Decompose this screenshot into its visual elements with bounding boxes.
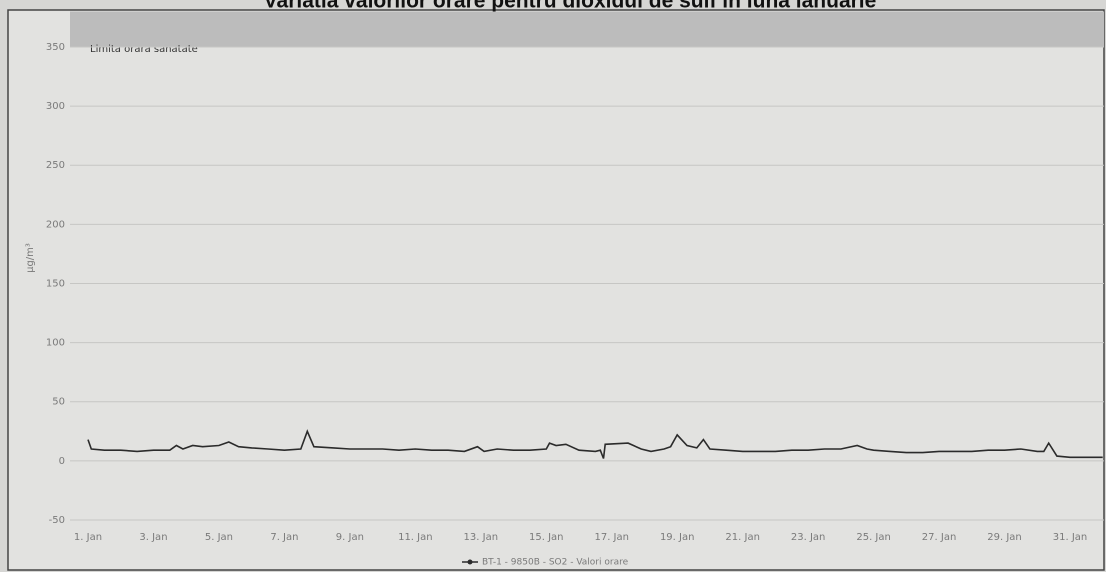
series-line <box>87 429 1103 459</box>
x-tick-label: 29. Jan <box>987 532 1022 543</box>
x-tick-label: 5. Jan <box>205 532 233 543</box>
y-axis-label: µg/m³ <box>25 243 36 273</box>
chart-frame <box>7 9 1105 571</box>
x-tick-label: 9. Jan <box>336 532 364 543</box>
x-tick-label: 13. Jan <box>464 532 499 543</box>
plot-band-label: Limita orara sanatate <box>90 44 198 55</box>
y-tick-label: 350 <box>46 42 65 53</box>
y-tick-label: 100 <box>46 338 65 349</box>
y-tick-label: 0 <box>59 456 65 467</box>
chart-title: Variatia valorilor orare pentru dioxidul… <box>264 0 877 13</box>
x-tick-label: 27. Jan <box>922 532 957 543</box>
y-tick-label: 150 <box>46 278 65 289</box>
x-tick-label: 11. Jan <box>398 532 433 543</box>
y-tick-label: 200 <box>46 219 65 230</box>
y-tick-label: 50 <box>52 397 65 408</box>
x-tick-label: 19. Jan <box>660 532 695 543</box>
y-tick-label: 300 <box>46 101 65 112</box>
legend-marker <box>467 559 473 565</box>
x-tick-label: 3. Jan <box>139 532 167 543</box>
x-tick-label: 17. Jan <box>594 532 629 543</box>
x-tick-label: 15. Jan <box>529 532 564 543</box>
plot-band <box>70 11 1104 47</box>
y-tick-label: -50 <box>49 515 65 526</box>
y-tick-label: 250 <box>46 160 65 171</box>
x-tick-label: 31. Jan <box>1053 532 1088 543</box>
x-tick-label: 21. Jan <box>725 532 760 543</box>
x-tick-label: 1. Jan <box>74 532 102 543</box>
legend-label: BT-1 - 9850B - SO2 - Valori orare <box>482 558 629 568</box>
x-tick-label: 23. Jan <box>791 532 826 543</box>
x-tick-label: 25. Jan <box>856 532 891 543</box>
x-tick-label: 7. Jan <box>270 532 298 543</box>
